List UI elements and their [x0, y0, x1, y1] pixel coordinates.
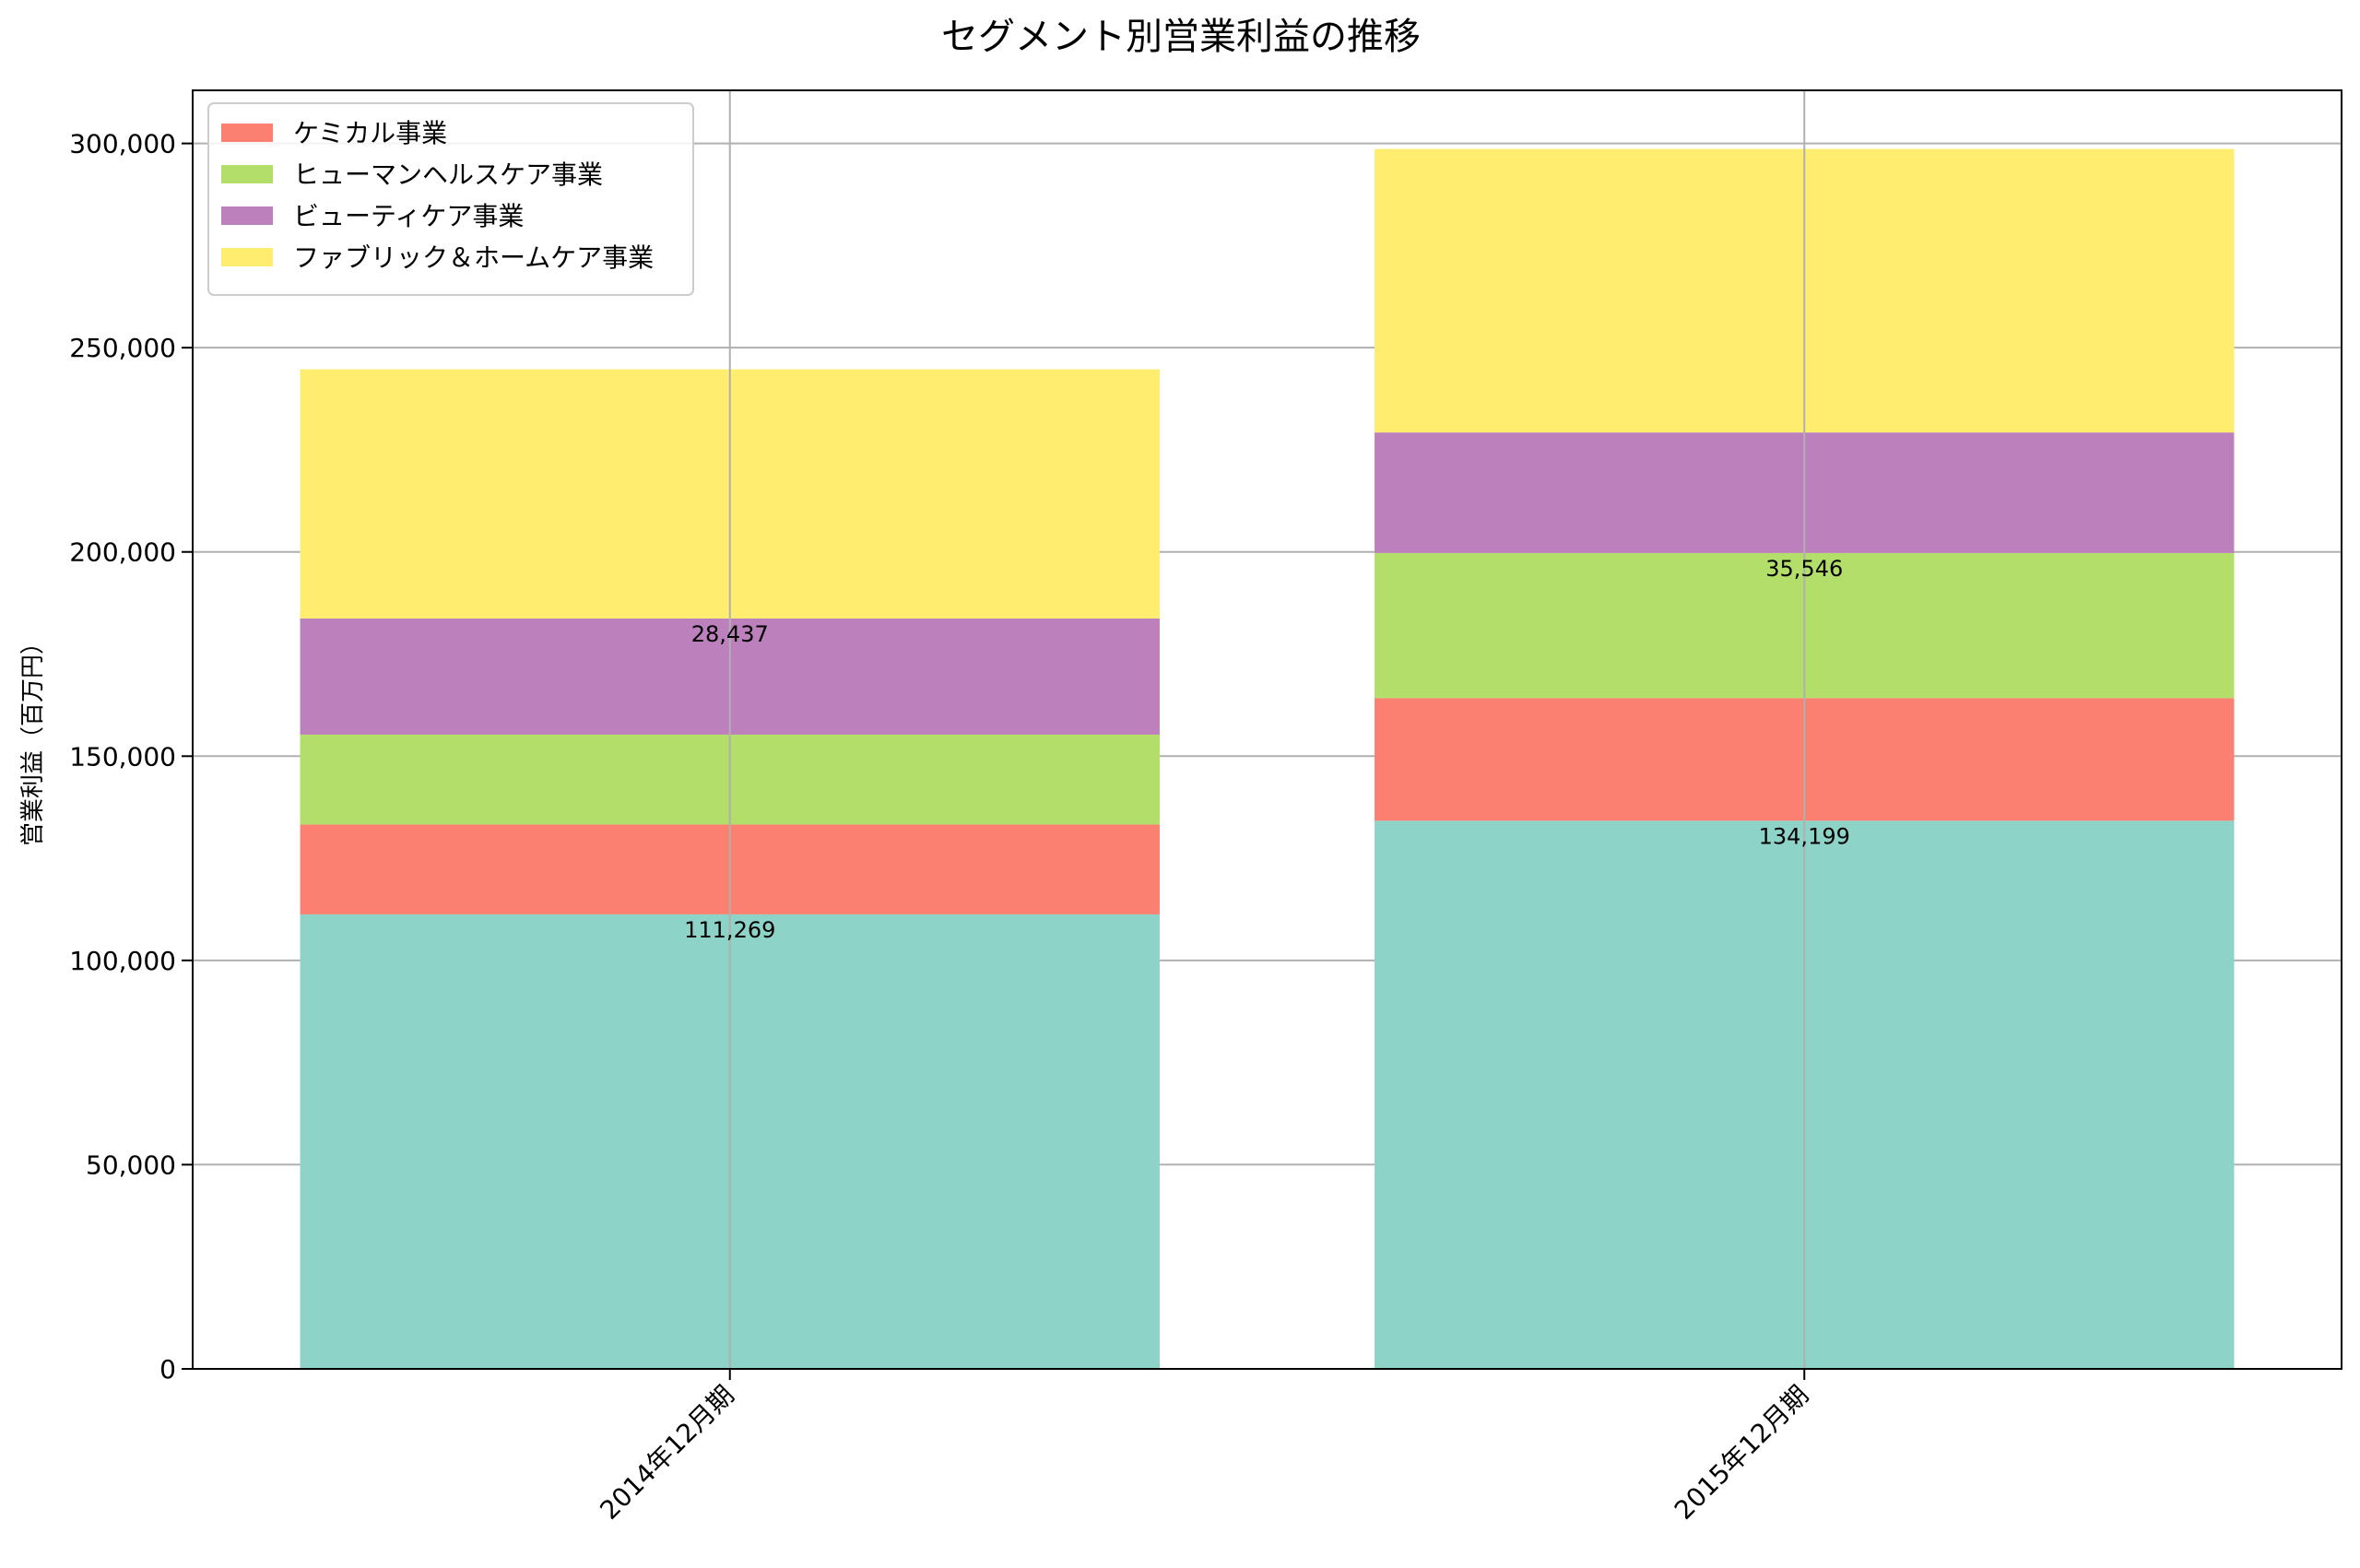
- data-labels-layer: 111,269 28,437 134,199 35,546: [684, 556, 1850, 943]
- legend-swatch: [221, 248, 273, 266]
- data-label: 28,437: [691, 621, 769, 647]
- plot-frame: [192, 89, 2342, 1370]
- y-tick-label: 150,000: [69, 741, 176, 772]
- legend-swatch: [221, 124, 273, 142]
- legend-box: [207, 102, 694, 296]
- chart-title: セグメント別営業利益の推移: [941, 16, 1421, 58]
- legend: ケミカル事業ヒューマンヘルスケア事業ビューティケア事業ファブリック＆ホームケア事…: [207, 102, 694, 296]
- legend-label: ファブリック＆ホームケア事業: [293, 242, 654, 273]
- y-tick-label: 0: [159, 1354, 176, 1385]
- legend-label: ヒューマンヘルスケア事業: [293, 159, 603, 190]
- y-axis-label: 営業利益（百万円）: [19, 631, 47, 846]
- legend-swatch: [221, 165, 273, 183]
- y-tick-label: 300,000: [69, 129, 176, 159]
- y-tick-label: 50,000: [86, 1149, 176, 1180]
- x-grid-layer: [728, 90, 1806, 1369]
- data-label: 134,199: [1759, 823, 1850, 849]
- data-label: 111,269: [684, 917, 775, 943]
- legend-label: ケミカル事業: [293, 118, 447, 148]
- legend-swatch: [221, 206, 273, 225]
- y-tick-label: 250,000: [69, 333, 176, 363]
- y-tick-label: 200,000: [69, 537, 176, 568]
- data-label: 35,546: [1765, 556, 1843, 582]
- legend-label: ビューティケア事業: [293, 201, 524, 231]
- y-tick-label: 100,000: [69, 946, 176, 976]
